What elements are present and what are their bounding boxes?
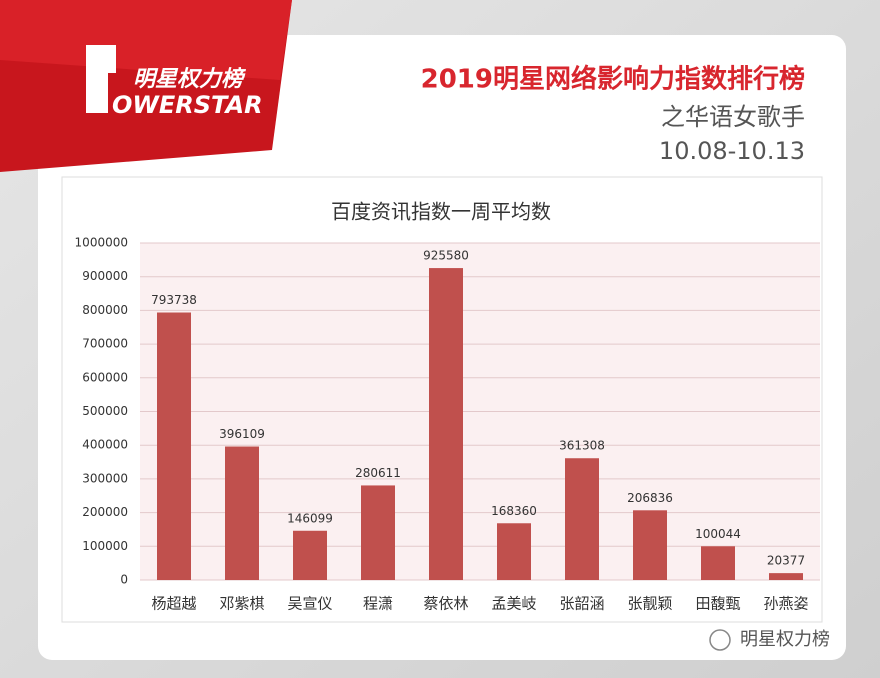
subtitle: 之华语女歌手 — [661, 103, 805, 131]
y-tick-label: 400000 — [82, 438, 128, 452]
wechat-icon — [709, 629, 731, 651]
logo-word: OWERSTAR — [112, 91, 263, 119]
data-label: 396109 — [219, 427, 265, 441]
page-title: 2019明星网络影响力指数排行榜 — [421, 64, 805, 95]
bar — [701, 546, 735, 580]
y-tick-label: 300000 — [82, 471, 128, 485]
x-tick-label: 程潇 — [363, 595, 393, 613]
y-tick-label: 800000 — [82, 303, 128, 317]
data-label: 146099 — [287, 511, 333, 525]
bar — [293, 530, 327, 580]
x-tick-label: 杨超越 — [151, 595, 196, 613]
x-tick-label: 田馥甄 — [695, 595, 740, 613]
y-tick-label: 700000 — [82, 337, 128, 351]
logo-text: 明星权力榜 — [133, 66, 247, 92]
y-tick-label: 1000000 — [75, 236, 128, 250]
bar — [361, 485, 395, 580]
x-tick-label: 蔡依林 — [423, 595, 468, 613]
bar — [633, 510, 667, 580]
y-tick-label: 200000 — [82, 505, 128, 519]
y-tick-label: 500000 — [82, 404, 128, 418]
bar — [429, 268, 463, 580]
watermark: 明星权力榜 — [740, 629, 830, 650]
y-tick-label: 0 — [120, 573, 128, 587]
x-tick-label: 孙燕姿 — [763, 595, 808, 613]
chart-title: 百度资讯指数一周平均数 — [331, 200, 551, 224]
x-tick-label: 吴宣仪 — [287, 595, 332, 613]
bar — [157, 312, 191, 580]
x-tick-label: 邓紫棋 — [219, 595, 264, 613]
y-tick-label: 900000 — [82, 269, 128, 283]
data-label: 168360 — [491, 504, 537, 518]
x-tick-label: 孟美岐 — [491, 595, 536, 613]
x-tick-label: 张韶涵 — [559, 595, 604, 613]
y-tick-label: 600000 — [82, 370, 128, 384]
bar — [225, 446, 259, 580]
banner-shine — [0, 0, 292, 80]
y-tick-label: 100000 — [82, 539, 128, 553]
logo-p-icon — [86, 45, 116, 113]
x-tick-label: 张靓颖 — [627, 595, 672, 613]
bar — [565, 458, 599, 580]
date: 10.08-10.13 — [659, 137, 805, 165]
data-label: 206836 — [627, 491, 673, 505]
data-label: 100044 — [695, 527, 741, 541]
data-label: 280611 — [355, 466, 401, 480]
data-label: 925580 — [423, 249, 469, 263]
data-label: 793738 — [151, 293, 197, 307]
data-label: 20377 — [767, 554, 805, 568]
bar — [497, 523, 531, 580]
data-label: 361308 — [559, 439, 605, 453]
bar — [769, 573, 803, 580]
